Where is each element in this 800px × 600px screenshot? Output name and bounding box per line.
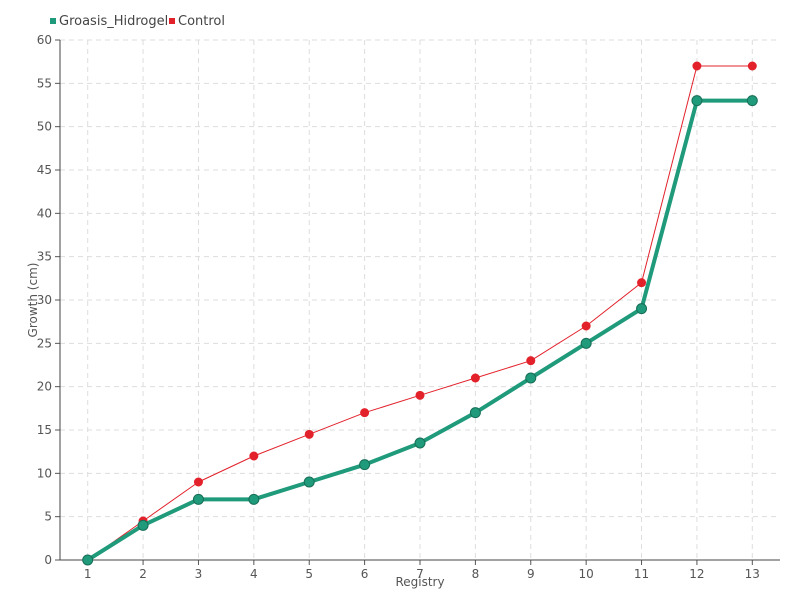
data-point-control (637, 278, 647, 288)
x-tick-label: 10 (579, 567, 594, 581)
x-tick-label: 13 (745, 567, 760, 581)
data-point-groasis-hidrogel (636, 303, 648, 315)
data-point-control (360, 408, 370, 418)
data-point-groasis-hidrogel (525, 372, 537, 384)
y-tick-label: 60 (37, 33, 52, 47)
x-tick-label: 11 (634, 567, 649, 581)
data-point-control (470, 373, 480, 383)
data-point-control (249, 451, 259, 461)
data-point-groasis-hidrogel (248, 493, 260, 505)
data-point-control (193, 477, 203, 487)
x-tick-label: 6 (361, 567, 369, 581)
grid (60, 39, 780, 560)
x-tick-label: 4 (250, 567, 258, 581)
x-tick-label: 12 (689, 567, 704, 581)
y-tick-label: 15 (37, 423, 52, 437)
data-point-groasis-hidrogel (192, 493, 204, 505)
x-axis-title: Registry (395, 575, 444, 589)
x-tick-label: 2 (139, 567, 147, 581)
data-point-groasis-hidrogel (414, 437, 426, 449)
x-tick-label: 5 (305, 567, 313, 581)
data-point-groasis-hidrogel (137, 519, 149, 531)
y-tick-label: 25 (37, 336, 52, 350)
data-point-groasis-hidrogel (303, 476, 315, 488)
data-point-control (747, 61, 757, 71)
data-point-groasis-hidrogel (359, 459, 371, 471)
y-tick-label: 0 (44, 553, 52, 567)
legend: Groasis_Hidrogel Control (50, 14, 225, 29)
data-point-control (415, 390, 425, 400)
data-point-control (304, 429, 314, 439)
data-point-groasis-hidrogel (691, 95, 703, 107)
y-tick-label: 35 (37, 250, 52, 264)
data-point-control (526, 356, 536, 366)
data-point-control (692, 61, 702, 71)
x-tick-label: 3 (195, 567, 203, 581)
y-tick-label: 45 (37, 163, 52, 177)
data-point-groasis-hidrogel (82, 554, 94, 566)
legend-label-groasis-hidrogel: Groasis_Hidrogel (59, 14, 168, 29)
x-tick-label: 9 (527, 567, 535, 581)
x-tick-label: 1 (84, 567, 92, 581)
legend-label-control: Control (178, 14, 225, 29)
data-point-control (581, 321, 591, 331)
data-point-groasis-hidrogel (746, 95, 758, 107)
y-tick-label: 30 (37, 293, 52, 307)
y-tick-label: 55 (37, 76, 52, 90)
y-axis-title: Growth (cm) (26, 263, 40, 338)
legend-swatch-groasis-hidrogel (50, 18, 56, 24)
y-tick-label: 10 (37, 466, 52, 480)
x-tick-label: 8 (472, 567, 480, 581)
x-tick-label: 7 (416, 567, 424, 581)
series-layer (82, 61, 758, 566)
y-tick-label: 40 (37, 206, 52, 220)
legend-swatch-control (169, 18, 175, 24)
y-tick-label: 5 (44, 510, 52, 524)
data-point-groasis-hidrogel (580, 337, 592, 349)
y-tick-label: 20 (37, 380, 52, 394)
data-point-groasis-hidrogel (469, 407, 481, 419)
y-tick-label: 50 (37, 120, 52, 134)
